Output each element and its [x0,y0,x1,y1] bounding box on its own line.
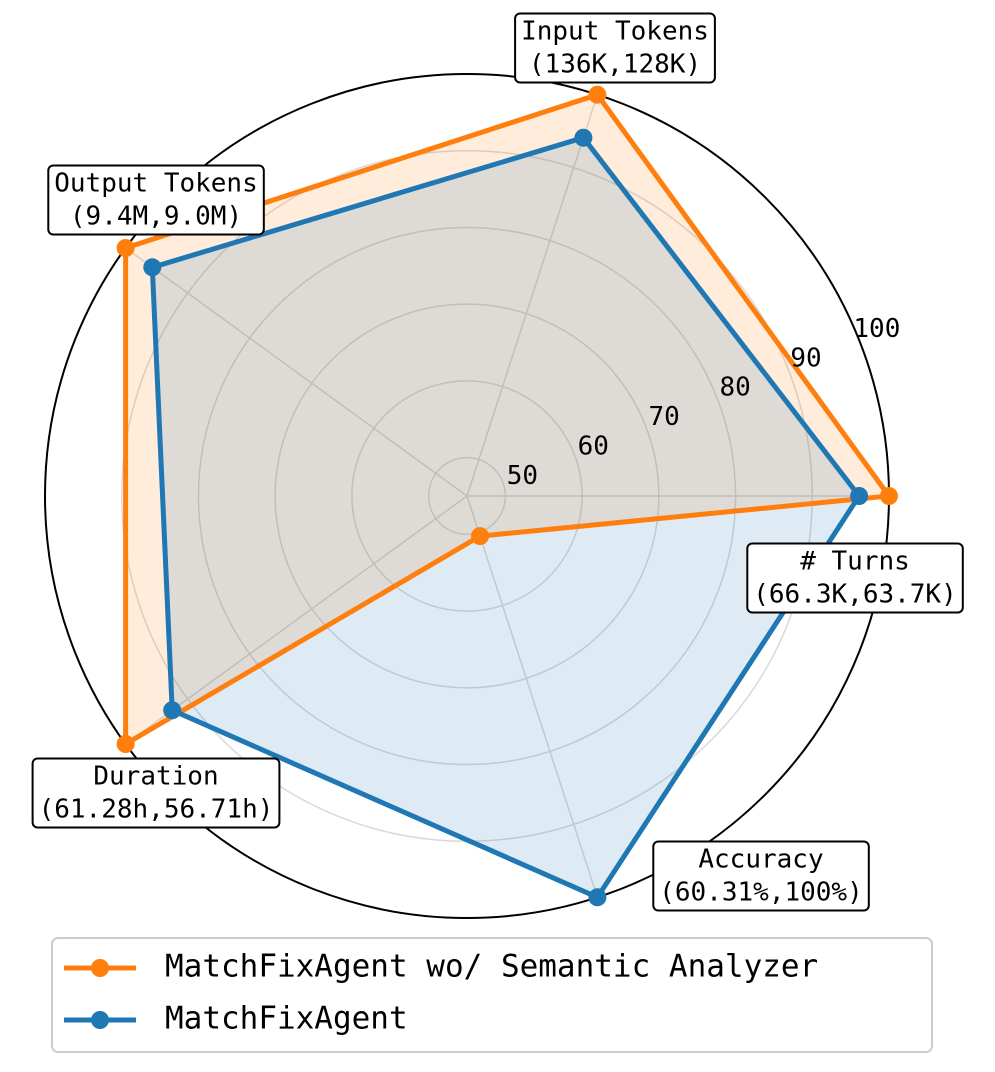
axis-label-frame [746,542,964,614]
radial-tick-labels: 50 60 70 80 90 100 [507,314,901,491]
spoke-line [466,495,599,898]
radial-tick-label: 50 [507,461,538,491]
legend-label: MatchFixAgent [165,1001,408,1037]
radial-tick-label: 70 [649,402,680,432]
legend-label: MatchFixAgent wo/ Semantic Analyzer [165,949,818,985]
data-point [588,888,607,907]
axis-values: (136K,128K) [529,50,701,80]
spoke-line [466,94,599,497]
data-point [574,128,593,147]
axis-name: Duration [93,762,218,792]
spoke-line [125,247,468,497]
axis-label-box: Duration(61.28h,56.71h) [31,757,281,829]
radial-tick-label: 60 [578,432,609,462]
legend-marker [91,1011,109,1029]
data-point [850,487,869,505]
radar-series [116,85,898,907]
axis-name: Accuracy [698,845,823,875]
axis-values: (60.31%,100%) [659,878,863,908]
legend-marker [91,959,109,977]
axis-label-frame [652,840,870,912]
series-line-1 [149,134,863,901]
data-point [116,735,135,753]
radar-grid [44,73,890,919]
axis-name: Input Tokens [521,17,709,47]
axis-label-box: Accuracy(60.31%,100%) [652,840,870,912]
axis-values: (61.28h,56.71h) [39,795,274,825]
series-fill-1 [152,137,860,898]
axis-label-box: # Turns(66.3K,63.7K) [746,542,964,614]
series-fill-0 [125,94,890,744]
axis-labels: # Turns(66.3K,63.7K) Input Tokens(136K,12… [31,12,964,912]
radial-tick-label: 80 [719,373,750,403]
radial-tick-label: 100 [853,314,900,344]
spoke-line [125,495,468,745]
axis-values: (9.4M,9.0M) [70,202,242,232]
radial-tick-label: 90 [790,343,821,373]
legend: MatchFixAgent wo/ Semantic Analyzer Match… [51,937,933,1053]
data-point [588,85,607,104]
axis-name: Output Tokens [54,169,258,199]
data-point [116,239,135,257]
axis-label-frame [514,12,716,84]
axis-values: (66.3K,63.7K) [753,580,957,610]
axis-label-box: Input Tokens(136K,128K) [514,12,716,84]
data-point [143,258,162,277]
axis-name: # Turns [800,547,910,577]
data-point [880,487,898,505]
series-line-0 [123,91,894,749]
data-point [471,527,489,546]
axis-label-box: Output Tokens(9.4M,9.0M) [47,164,265,236]
axis-label-frame [31,757,281,829]
axis-label-frame [47,164,265,236]
legend-frame [51,937,933,1053]
data-point [163,701,182,720]
